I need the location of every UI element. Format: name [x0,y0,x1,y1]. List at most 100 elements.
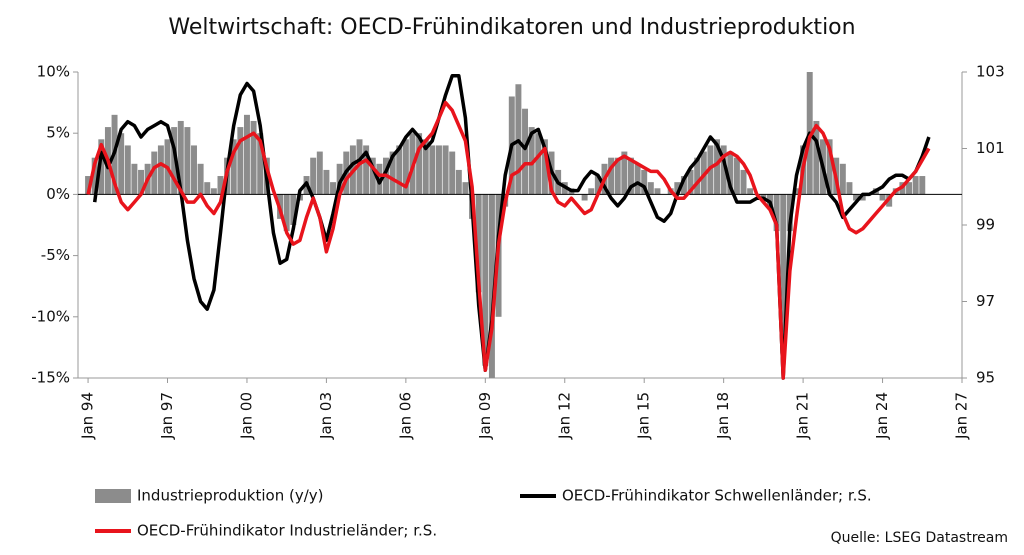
bar [608,157,615,195]
bar [389,151,396,195]
bar [402,139,409,195]
bar [740,169,747,195]
bar [243,114,250,195]
x-tick-label: Jan 18 [714,392,732,440]
bar [283,194,290,232]
y-tick-label: -15% [31,369,70,387]
bar [733,157,740,195]
bar [793,188,800,195]
bar [541,139,548,195]
bar [217,176,224,195]
legend-label: OECD-Frühindikator Schwellenländer; r.S. [562,487,872,505]
bar [641,169,648,195]
y2-tick-label: 103 [976,63,1005,81]
bar [138,169,145,195]
bar [455,169,462,195]
bar [157,145,164,195]
bar [906,182,913,195]
bar [237,127,244,195]
y2-tick-label: 101 [976,139,1005,157]
y2-tick-label: 97 [976,292,995,310]
y2-tick-label: 95 [976,369,995,387]
bar [714,139,721,195]
bar [363,145,370,195]
bar [773,194,780,232]
bar [323,169,330,195]
bar [171,127,178,195]
bar [98,139,105,195]
bar [230,139,237,195]
source: Quelle: LSEG Datastream [831,530,1008,546]
y-tick-label: -5% [41,246,70,264]
bar [488,194,495,378]
bar [396,145,403,195]
bar [290,194,297,225]
bar [435,145,442,195]
bar [720,145,727,195]
bar [747,188,754,195]
y-tick-label: 5% [46,124,70,142]
bar [780,194,787,354]
bar [429,145,436,195]
bar [919,176,926,195]
x-tick-label: Jan 94 [79,392,97,440]
bar [535,133,542,195]
bar [588,188,595,195]
x-tick-label: Jan 00 [237,392,255,440]
bar [124,145,131,195]
y-tick-label: 0% [46,185,70,203]
bar [422,139,429,195]
bar [528,127,535,195]
x-tick-label: Jan 06 [396,392,414,440]
bar [522,108,529,195]
x-tick-label: Jan 09 [476,392,494,440]
bar [310,157,317,195]
bar [654,188,661,195]
bar [184,127,191,195]
legend-swatch [95,489,131,503]
bar [204,182,211,195]
bar [621,151,628,195]
bar [475,194,482,293]
bar [859,194,866,201]
bar [330,182,337,195]
bar [131,163,138,195]
line [86,100,931,380]
bar [674,182,681,195]
chart-title: Weltwirtschaft: OECD-Frühindikatoren und… [168,15,855,40]
x-tick-label: Jan 03 [317,392,335,440]
x-tick-label: Jan 21 [794,392,812,440]
bar [462,182,469,195]
bar [336,163,343,195]
bar [647,182,654,195]
bar [91,157,98,195]
bar [634,163,641,195]
bar [813,120,820,195]
bar [316,151,323,195]
bar [912,176,919,195]
bar [442,145,449,195]
bar [369,157,376,195]
bar [694,157,701,195]
x-tick-label: Jan 27 [953,392,971,440]
legend-label: OECD-Frühindikator Industrieländer; r.S. [137,522,437,540]
bar [839,163,846,195]
bar [727,151,734,195]
x-tick-label: Jan 15 [635,392,653,440]
bar [257,133,264,195]
bar [687,169,694,195]
bar [416,133,423,195]
bar [594,176,601,195]
y-tick-label: 10% [37,63,70,81]
bar [197,163,204,195]
line [92,74,931,380]
bar [879,194,886,201]
bar [627,157,634,195]
x-tick-label: Jan 24 [873,392,891,440]
bar [449,151,456,195]
bar [118,133,125,195]
bar [85,176,92,195]
legend-label: Industrieproduktion (y/y) [137,487,323,505]
